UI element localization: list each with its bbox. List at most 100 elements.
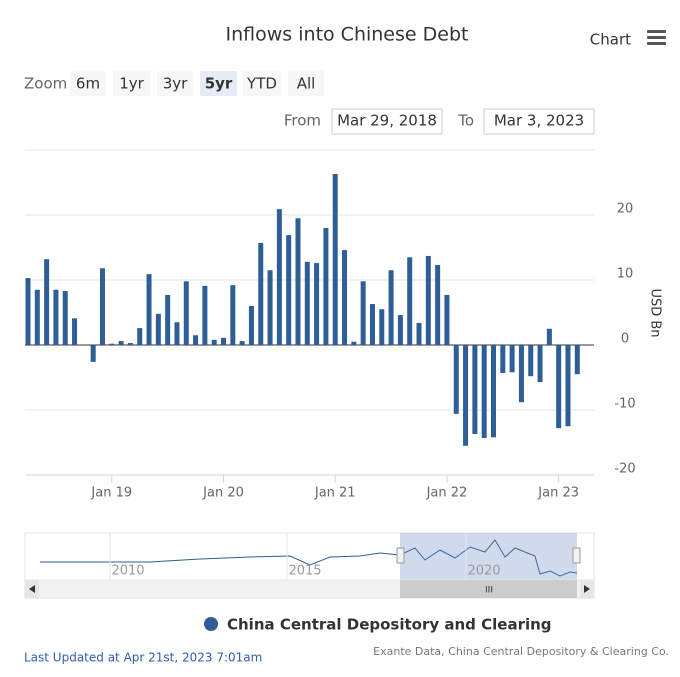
x-tick-label: Jan 23 bbox=[537, 486, 579, 501]
bar bbox=[444, 294, 450, 345]
bar bbox=[537, 345, 543, 383]
bar bbox=[574, 345, 580, 375]
y-tick-label: 10 bbox=[617, 267, 634, 282]
bar bbox=[416, 322, 422, 345]
zoom-button-label[interactable]: 1yr bbox=[119, 75, 144, 93]
zoom-button[interactable] bbox=[288, 71, 324, 96]
zoom-button-label[interactable]: 6m bbox=[76, 75, 100, 93]
navigator-label: 2020 bbox=[467, 564, 500, 579]
zoom-button-label[interactable]: All bbox=[297, 75, 316, 93]
x-tick-label: Jan 22 bbox=[426, 486, 468, 501]
bar bbox=[407, 257, 413, 345]
bar bbox=[109, 343, 115, 345]
from-date[interactable]: Mar 29, 2018 bbox=[337, 112, 437, 130]
zoom-label: Zoom bbox=[24, 75, 67, 93]
bar bbox=[90, 345, 96, 362]
arrow bbox=[584, 585, 590, 593]
bar bbox=[379, 309, 385, 345]
zoom-button-label[interactable]: 5yr bbox=[205, 75, 233, 93]
legend-label[interactable]: China Central Depository and Clearing bbox=[227, 616, 552, 634]
bar bbox=[556, 345, 562, 429]
bar bbox=[332, 174, 338, 345]
footer: Last Updated at Apr 21st, 2023 7:01am bbox=[24, 651, 262, 665]
zoom-button[interactable] bbox=[70, 71, 106, 96]
bar bbox=[44, 259, 50, 345]
zoom-button[interactable] bbox=[243, 71, 281, 96]
to-date[interactable]: Mar 3, 2023 bbox=[494, 112, 584, 130]
bar bbox=[193, 335, 199, 345]
bar bbox=[221, 337, 227, 345]
zoom-button[interactable] bbox=[157, 71, 193, 96]
scrollbar-thumb[interactable] bbox=[400, 580, 577, 598]
bar bbox=[127, 343, 133, 345]
navigator-label: 2015 bbox=[288, 564, 321, 579]
zoom-button[interactable] bbox=[200, 71, 237, 96]
bar bbox=[509, 345, 515, 373]
bar bbox=[258, 242, 264, 345]
bar bbox=[314, 263, 320, 345]
x-tick-label: Jan 21 bbox=[314, 486, 356, 501]
credits: Exante Data, China Central Depository & … bbox=[373, 645, 669, 658]
bar bbox=[481, 345, 487, 438]
bar bbox=[425, 255, 431, 345]
x-tick-label: Jan 20 bbox=[202, 486, 244, 501]
bar bbox=[369, 304, 375, 345]
menu-label[interactable]: Chart bbox=[590, 31, 631, 49]
y-tick-label: -20 bbox=[614, 462, 635, 477]
navigator-handle[interactable] bbox=[396, 547, 405, 564]
bar bbox=[342, 250, 348, 345]
bar bbox=[528, 345, 534, 377]
bar bbox=[155, 313, 161, 345]
y-axis-title: USD Bn bbox=[648, 288, 663, 337]
bar bbox=[295, 218, 301, 345]
bar bbox=[118, 341, 124, 345]
y-tick-label: 0 bbox=[621, 332, 629, 347]
bar bbox=[453, 345, 459, 414]
bar bbox=[435, 265, 441, 345]
bar bbox=[388, 270, 394, 345]
bar bbox=[239, 341, 245, 345]
to-label: To bbox=[457, 112, 474, 130]
bar bbox=[230, 285, 236, 345]
legend-marker[interactable] bbox=[204, 617, 218, 631]
bar bbox=[174, 322, 180, 345]
navigator-handle[interactable] bbox=[572, 547, 581, 564]
navigator[interactable] bbox=[24, 532, 595, 581]
bar bbox=[276, 209, 282, 345]
bar bbox=[546, 328, 552, 345]
bar bbox=[463, 345, 469, 446]
y-tick-label: 20 bbox=[617, 202, 634, 217]
navigator-selection[interactable] bbox=[400, 533, 577, 580]
bar bbox=[99, 268, 105, 345]
bar bbox=[211, 339, 217, 345]
bar bbox=[202, 285, 208, 345]
bar bbox=[53, 289, 59, 345]
bar bbox=[137, 328, 143, 345]
x-tick-label: Jan 19 bbox=[90, 486, 132, 501]
bar bbox=[491, 345, 496, 438]
menu-icon[interactable] bbox=[647, 30, 666, 45]
bar bbox=[62, 291, 68, 345]
bar bbox=[323, 228, 329, 345]
bar bbox=[397, 315, 403, 345]
bar bbox=[351, 341, 357, 345]
y-tick-label: -10 bbox=[614, 397, 635, 412]
zoom-button[interactable] bbox=[113, 71, 150, 96]
navigator-label: 2010 bbox=[111, 564, 144, 579]
from-label: From bbox=[284, 112, 321, 130]
scrollbar-grip: III bbox=[485, 586, 493, 596]
bar bbox=[286, 235, 292, 345]
bar bbox=[267, 270, 273, 345]
bar bbox=[248, 306, 254, 345]
bar bbox=[72, 318, 78, 345]
arrow bbox=[29, 585, 35, 593]
zoom-button-label[interactable]: YTD bbox=[246, 75, 277, 93]
bar bbox=[472, 345, 478, 435]
bar bbox=[565, 345, 571, 427]
bar bbox=[360, 281, 366, 345]
bar bbox=[146, 274, 152, 345]
zoom-button-label[interactable]: 3yr bbox=[163, 75, 188, 93]
from-input[interactable] bbox=[331, 108, 443, 135]
to-input[interactable] bbox=[483, 108, 595, 135]
